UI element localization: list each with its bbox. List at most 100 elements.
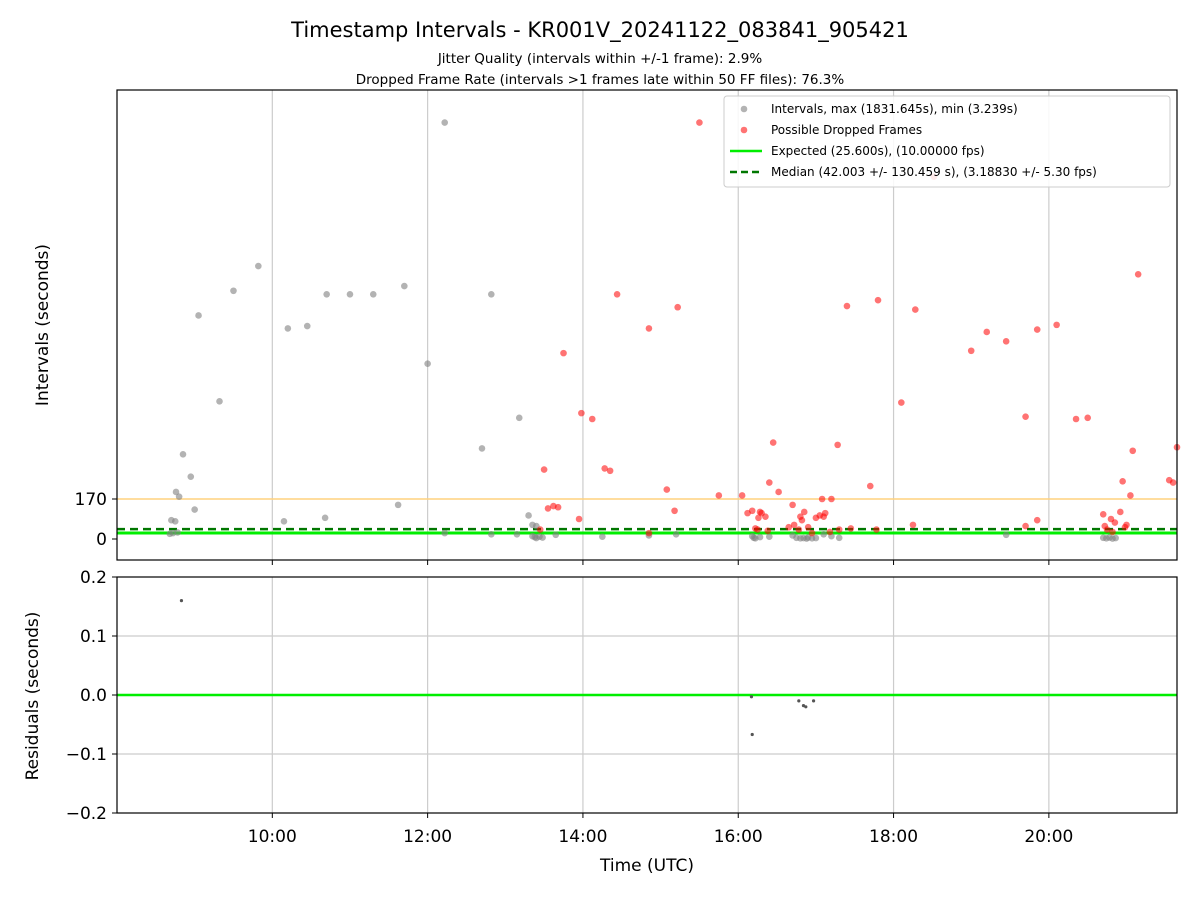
- dropped-frame-point: [843, 302, 851, 310]
- dropped-frame-point: [766, 479, 773, 486]
- dropped-frame-point: [715, 492, 723, 499]
- interval-point: [187, 473, 195, 480]
- dropped-frame-point: [818, 495, 826, 503]
- dropped-frame-point: [754, 526, 761, 533]
- dropped-frame-point: [1022, 413, 1029, 420]
- dropped-frame-point: [808, 529, 816, 537]
- dropped-frame-point: [1002, 338, 1010, 345]
- dropped-frame-point: [560, 349, 567, 357]
- dropped-frame-point: [769, 439, 777, 446]
- dropped-frame-point: [663, 486, 671, 493]
- dropped-frame-point: [800, 508, 808, 516]
- legend-marker-dropped: [740, 126, 748, 134]
- interval-point: [424, 360, 431, 368]
- top-y-tick-label: 0: [96, 530, 107, 550]
- chart-subtitle-line-2: Dropped Frame Rate (intervals >1 frames …: [356, 72, 845, 88]
- interval-point: [539, 534, 546, 541]
- chart-subtitle-line-1: Jitter Quality (intervals within +/-1 fr…: [437, 51, 763, 67]
- legend-box: [723, 95, 1171, 188]
- residuals-y-axis-label: Residuals (seconds): [23, 612, 43, 781]
- intervals-series: [166, 119, 1119, 542]
- dropped-frame-point: [847, 525, 855, 532]
- interval-point: [175, 493, 183, 500]
- interval-point: [284, 325, 292, 332]
- dropped-frame-point: [1129, 447, 1137, 455]
- interval-point: [820, 530, 827, 538]
- x-tick-label: 16:00: [714, 827, 763, 847]
- residual-point: [750, 732, 754, 737]
- chart-title: Timestamp Intervals - KR001V_20241122_08…: [290, 18, 909, 43]
- x-tick-label: 18:00: [869, 827, 918, 847]
- dropped-frame-point: [821, 509, 829, 517]
- dropped-frame-point: [645, 529, 653, 537]
- dropped-frame-point: [1117, 508, 1124, 516]
- residuals-y-tick-label: 0.1: [80, 627, 107, 647]
- dropped-frame-point: [1022, 522, 1029, 530]
- residual-point: [797, 699, 801, 703]
- dropped-frame-point: [1169, 479, 1177, 486]
- interval-point: [672, 530, 680, 538]
- dropped-frame-point: [578, 409, 585, 417]
- dropped-frame-point: [826, 528, 834, 536]
- residual-point: [179, 599, 184, 603]
- dropped-frame-point: [798, 516, 806, 524]
- top-y-axis-label: Intervals (seconds): [33, 244, 53, 406]
- interval-point: [216, 398, 223, 405]
- interval-point: [321, 514, 329, 522]
- dropped-frame-point: [983, 328, 991, 336]
- interval-point: [172, 488, 180, 496]
- dropped-frame-point: [540, 466, 548, 473]
- interval-point: [812, 534, 820, 542]
- dropped-frame-point: [738, 492, 746, 499]
- dropped-frame-point: [1111, 519, 1119, 526]
- interval-point: [525, 512, 532, 519]
- dropped-frame-point: [909, 521, 917, 529]
- residuals-y-tick-label: −0.2: [66, 804, 107, 824]
- x-axis-label: Time (UTC): [599, 856, 694, 876]
- residuals-y-tick-label: 0.0: [80, 686, 107, 706]
- dropped-frame-point: [866, 482, 874, 490]
- interval-point: [488, 530, 495, 538]
- dropped-frame-point: [762, 513, 769, 520]
- residual-point: [804, 705, 808, 709]
- legend-label-expected: Expected (25.600s), (10.00000 fps): [771, 144, 985, 158]
- interval-point: [599, 533, 606, 540]
- dropped-frame-point: [1099, 510, 1107, 518]
- dropped-frame-point: [575, 515, 583, 523]
- dropped-frame-point: [748, 507, 756, 515]
- interval-point: [401, 282, 408, 290]
- interval-point: [230, 287, 237, 295]
- interval-point: [171, 518, 179, 525]
- interval-point: [835, 534, 843, 542]
- interval-point: [195, 312, 202, 319]
- residual-point: [749, 695, 754, 699]
- interval-point: [766, 533, 773, 540]
- dropped-frame-point: [775, 488, 782, 496]
- dropped-frame-point: [544, 505, 552, 512]
- dropped-frame-point: [671, 507, 678, 515]
- interval-point: [174, 529, 181, 536]
- legend-label-median: Median (42.003 +/- 130.459 s), (3.18830 …: [771, 165, 1097, 179]
- interval-point: [552, 531, 560, 539]
- interval-point: [756, 533, 764, 541]
- top-x-ticks: [271, 560, 1050, 565]
- dropped-frame-point: [588, 415, 596, 423]
- dropped-frame-point: [696, 119, 703, 126]
- dropped-frame-point: [645, 325, 653, 332]
- interval-point: [369, 290, 377, 298]
- residuals-y-ticks: −0.2 −0.1 0.0 0.1 0.2: [66, 568, 117, 824]
- dropped-frame-point: [1134, 270, 1142, 278]
- legend: Intervals, max (1831.645s), min (3.239s)…: [723, 95, 1171, 188]
- residuals-y-tick-label: 0.2: [80, 568, 107, 588]
- dropped-frame-point: [764, 527, 772, 535]
- dropped-frame-point: [606, 467, 614, 475]
- interval-point: [513, 530, 521, 538]
- dropped-frame-point: [785, 523, 793, 531]
- x-tick-label: 14:00: [558, 827, 607, 847]
- dropped-frame-point: [1123, 521, 1130, 529]
- interval-point: [441, 119, 449, 126]
- top-y-tick-label: 170: [75, 490, 107, 510]
- interval-point: [1002, 531, 1010, 539]
- residual-point: [811, 699, 816, 703]
- legend-label-dropped: Possible Dropped Frames: [771, 123, 922, 137]
